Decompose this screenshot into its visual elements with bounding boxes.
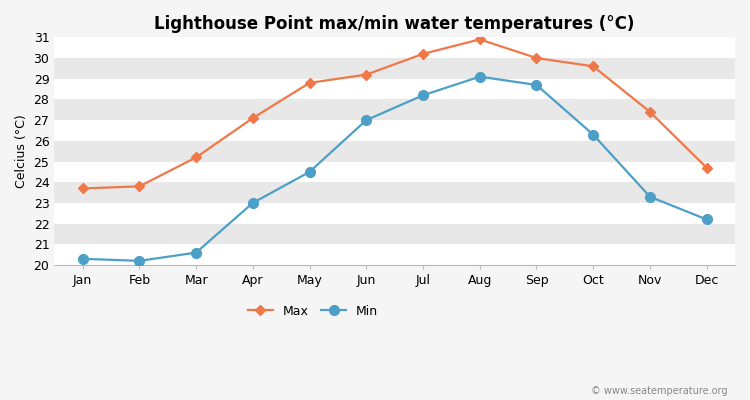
Line: Min: Min [78,72,712,266]
Text: © www.seatemperature.org: © www.seatemperature.org [591,386,728,396]
Max [532,56,541,60]
Min [589,132,598,137]
Min [78,256,87,261]
Min [646,194,655,199]
Bar [54,37,735,58]
Min [702,217,711,222]
Max [589,64,598,69]
Line: Max: Max [80,36,710,192]
Max [191,155,200,160]
Min [248,200,257,205]
Max [135,184,144,189]
Bar [54,244,735,265]
Bar [54,79,735,100]
Min [305,170,314,174]
Legend: Max, Min: Max, Min [243,300,383,322]
Bar [54,162,735,182]
Max [362,72,370,77]
Max [419,52,428,56]
Min [191,250,200,255]
Min [476,74,484,79]
Max [78,186,87,191]
Min [362,118,370,122]
Max [702,165,711,170]
Max [305,80,314,85]
Min [419,93,428,98]
Min [135,258,144,263]
Bar [54,120,735,141]
Y-axis label: Celcius (°C): Celcius (°C) [15,114,28,188]
Title: Lighthouse Point max/min water temperatures (°C): Lighthouse Point max/min water temperatu… [154,15,634,33]
Bar [54,203,735,224]
Max [248,116,257,120]
Max [476,37,484,42]
Min [532,82,541,87]
Max [646,110,655,114]
